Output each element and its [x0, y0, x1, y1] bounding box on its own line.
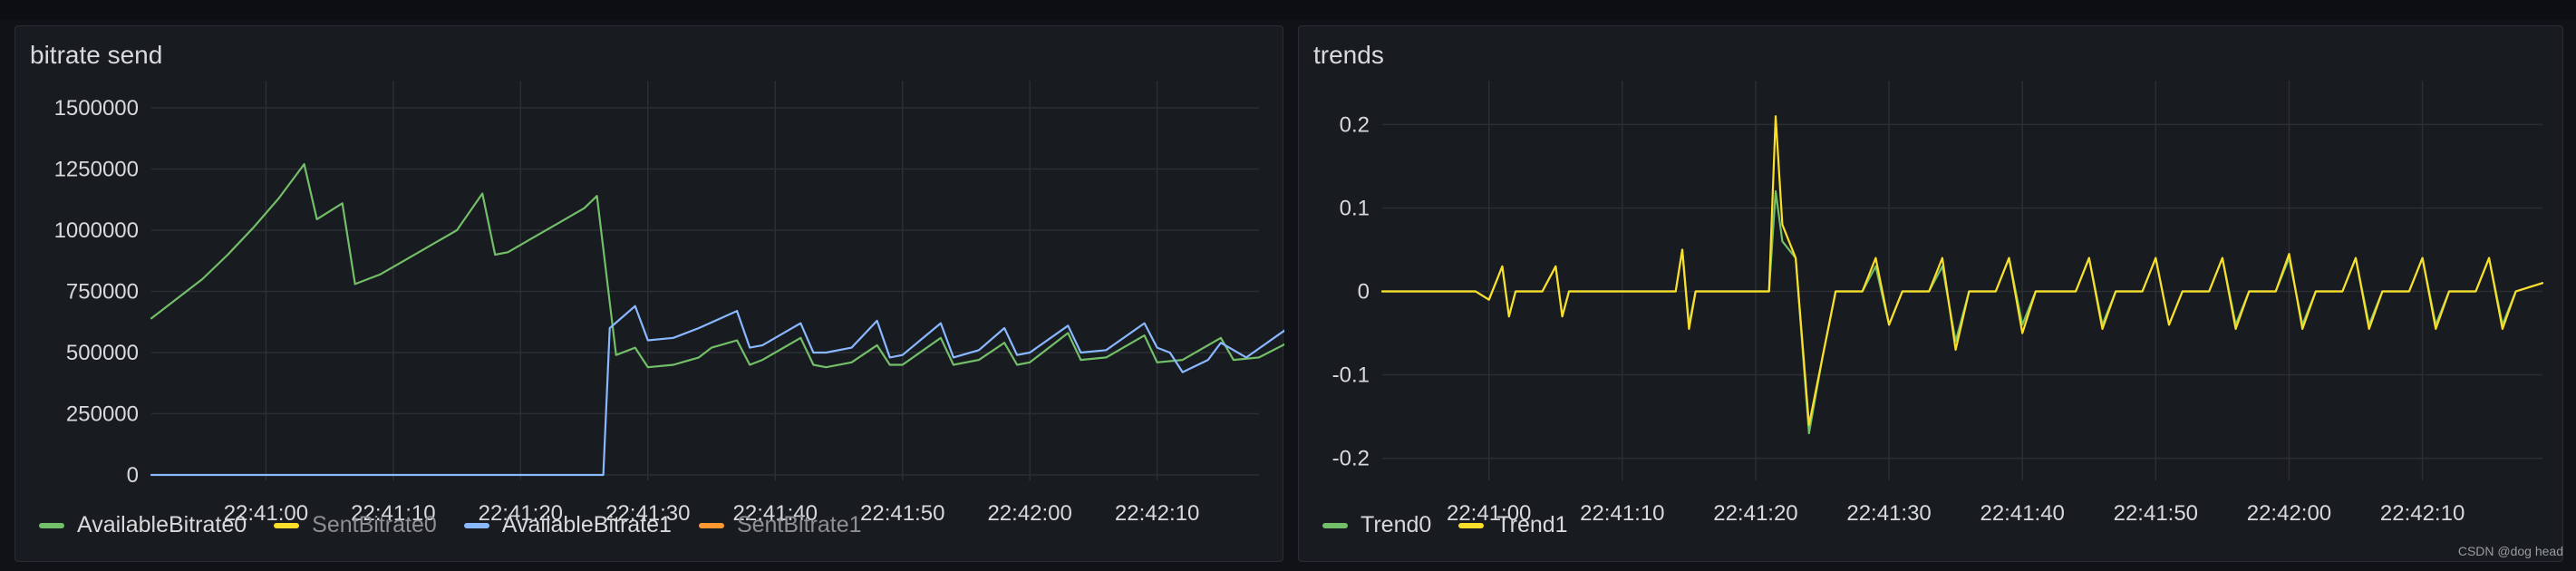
legend-label: Trend0 [1361, 512, 1432, 537]
y-tick-label: 1250000 [54, 158, 139, 182]
y-tick-label: 1500000 [54, 96, 139, 121]
series-line-trend0[interactable] [1380, 189, 2544, 435]
x-tick-label: 22:41:10 [1580, 501, 1664, 526]
legend-swatch [1322, 522, 1348, 528]
panel-bitrate-send: bitrate send 0 250000 500000 750000 1000000 1… [15, 25, 1284, 562]
x-tick-label: 22:41:20 [1713, 501, 1797, 526]
legend-label: SentBitrate1 [736, 512, 862, 537]
y-tick-label: 250000 [66, 402, 139, 427]
series-line-trend1[interactable] [1380, 115, 2544, 426]
legend: Trend0 Trend1 [1322, 512, 1568, 538]
legend-item-trend1[interactable]: Trend1 [1458, 512, 1568, 538]
x-tick-label: 22:42:10 [2380, 501, 2465, 526]
y-tick-label: 500000 [66, 341, 139, 365]
legend: AvailableBitrate0 SentBitrate0 AvailableBi… [39, 512, 862, 538]
legend-swatch [39, 522, 64, 528]
legend-item-trend0[interactable]: Trend0 [1322, 512, 1431, 538]
legend-label: SentBitrate0 [312, 512, 437, 537]
panel-title[interactable]: trends [1313, 41, 1384, 69]
legend-label: AvailableBitrate1 [501, 512, 672, 537]
legend-swatch [1458, 522, 1485, 528]
trends-chart: -0.2 -0.1 0 0.1 0.2 22:41:00 22:41:10 22:41:20 2… [1332, 81, 2544, 526]
legend-item-sentbitrate1[interactable]: SentBitrate1 [698, 512, 862, 538]
y-tick-label: 0 [1358, 280, 1370, 305]
legend-item-availablebitrate0[interactable]: AvailableBitrate0 [39, 512, 247, 538]
x-tick-label: 22:41:30 [605, 501, 690, 526]
legend-swatch [463, 522, 489, 528]
x-tick-label: 22:41:30 [1846, 501, 1931, 526]
x-tick-label: 22:41:50 [860, 501, 944, 526]
legend-label: AvailableBitrate0 [77, 512, 247, 537]
legend-item-availablebitrate1[interactable]: AvailableBitrate1 [463, 512, 672, 538]
x-tick-label: 22:41:10 [351, 501, 435, 526]
legend-label: Trend1 [1496, 512, 1568, 537]
y-tick-label: -0.1 [1332, 363, 1370, 388]
bitrate-send-chart: 0 250000 500000 750000 1000000 1250000 1500000… [54, 81, 1284, 526]
x-tick-label: 22:41:40 [1980, 501, 2064, 526]
legend-item-sentbitrate0[interactable]: SentBitrate0 [274, 512, 437, 538]
x-tick-label: 22:42:10 [1115, 501, 1199, 526]
legend-swatch [698, 522, 724, 528]
y-tick-label: 0.1 [1340, 196, 1370, 220]
y-tick-label: 0.2 [1340, 112, 1370, 137]
y-tick-label: 1000000 [54, 218, 139, 243]
y-tick-label: -0.2 [1332, 447, 1370, 471]
x-tick-label: 22:42:00 [987, 501, 1071, 526]
top-bar [0, 0, 2576, 20]
x-tick-label: 22:41:40 [733, 501, 818, 526]
panel-trends: trends -0.2 -0.1 0 0.1 0.2 22:41:00 22:41:10 22… [1298, 25, 2563, 562]
y-tick-label: 750000 [66, 280, 139, 305]
watermark: CSDN @dog head [2457, 544, 2563, 558]
series-line-availablebitrate1[interactable] [150, 305, 1284, 477]
x-tick-label: 22:41:20 [479, 501, 563, 526]
x-tick-label: 22:42:00 [2247, 501, 2331, 526]
panel-title[interactable]: bitrate send [30, 41, 163, 69]
legend-swatch [274, 522, 300, 528]
series-line-availablebitrate0[interactable] [150, 163, 1284, 369]
x-tick-label: 22:41:50 [2114, 501, 2198, 526]
y-tick-label: 0 [127, 463, 139, 488]
x-tick-label: 22:41:00 [1447, 501, 1531, 526]
x-tick-label: 22:41:00 [224, 501, 308, 526]
